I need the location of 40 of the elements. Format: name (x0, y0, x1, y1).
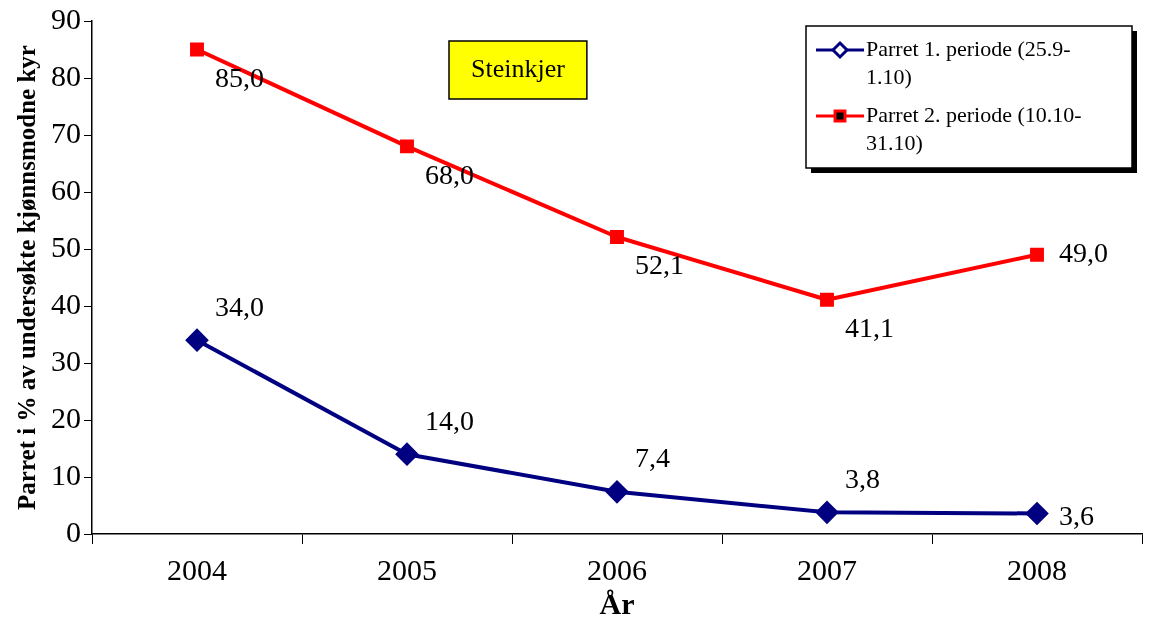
data-label: 14,0 (425, 404, 474, 436)
y-tick-label: 90 (51, 1, 81, 35)
data-label: 49,0 (1059, 237, 1108, 269)
point (816, 501, 838, 524)
point (186, 329, 208, 352)
y-tick-label: 40 (51, 286, 81, 320)
y-tick-label: 50 (51, 229, 81, 263)
legend-label: Parret 1. periode (25.9-1.10) (866, 35, 1071, 89)
data-label: 52,1 (635, 249, 684, 281)
x-tick-label: 2008 (1007, 552, 1067, 586)
y-axis-title: Parret i % av undersøkte kjønnsmodne kyr (13, 45, 41, 510)
x-tick-label: 2005 (377, 552, 437, 586)
data-label: 3,6 (1059, 499, 1094, 531)
x-tick-label: 2006 (587, 552, 647, 586)
x-tick-label: 2004 (167, 552, 227, 586)
data-label: 3,8 (845, 462, 880, 494)
data-label: 41,1 (845, 312, 894, 344)
point (610, 230, 624, 244)
point (820, 292, 834, 307)
y-tick-label: 20 (51, 400, 81, 434)
point (396, 443, 418, 466)
point (400, 139, 414, 154)
data-label: 34,0 (215, 290, 264, 322)
y-tick-label: 0 (66, 514, 81, 548)
x-axis-title: År (599, 586, 635, 620)
point (1026, 502, 1048, 525)
data-label: 68,0 (425, 158, 474, 190)
y-tick-label: 60 (51, 172, 81, 206)
y-tick-label: 70 (51, 115, 81, 149)
point (1030, 247, 1044, 262)
point (190, 42, 204, 57)
data-label: 85,0 (215, 61, 264, 93)
data-label: 7,4 (635, 442, 670, 474)
legend-label: Parret 2. periode (10.10-31.10) (866, 101, 1082, 155)
annotation: Steinkjer (471, 53, 566, 83)
y-tick-label: 10 (51, 457, 81, 491)
y-tick-label: 30 (51, 343, 81, 377)
y-tick-label: 80 (51, 58, 81, 92)
x-tick-label: 2007 (797, 552, 857, 586)
point (606, 480, 628, 503)
